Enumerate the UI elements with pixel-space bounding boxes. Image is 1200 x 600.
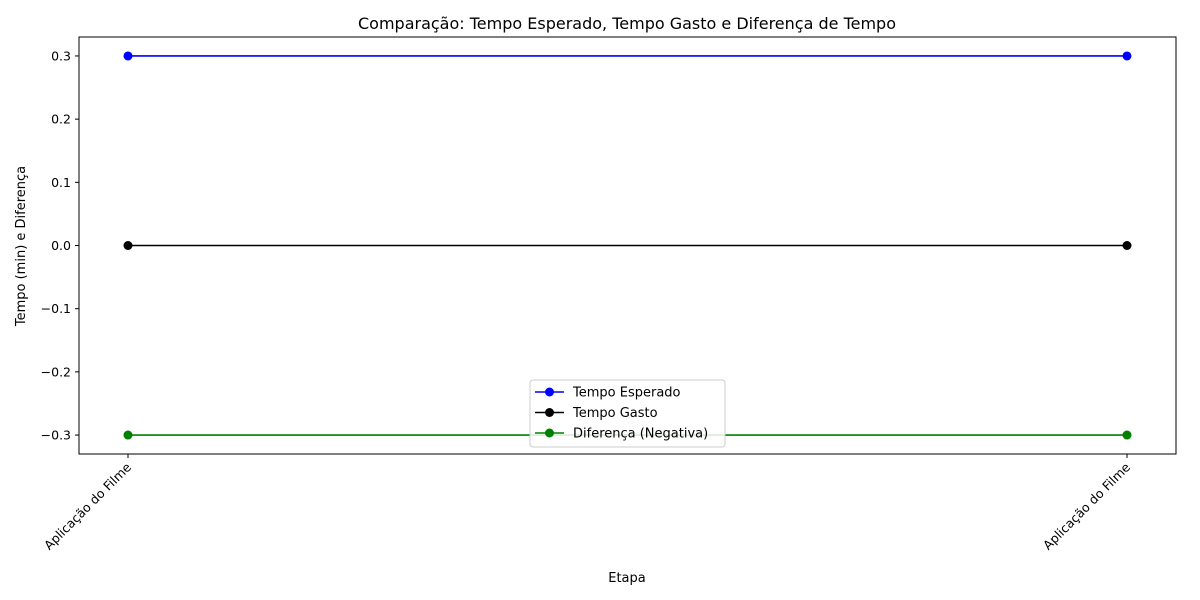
data-point <box>1122 51 1132 61</box>
y-tick-label: −0.2 <box>41 364 71 379</box>
data-point <box>1122 430 1132 440</box>
legend-item: Tempo Esperado <box>535 386 681 401</box>
y-tick-label: −0.1 <box>41 301 71 316</box>
x-axis-label: Etapa <box>608 571 646 586</box>
data-point <box>123 241 133 250</box>
x-tick-label: Aplicação do Filme <box>41 459 134 552</box>
y-tick-label: −0.3 <box>41 428 71 443</box>
legend-marker <box>545 387 554 397</box>
legend-label: Diferença (Negativa) <box>573 427 708 442</box>
chart-title: Comparação: Tempo Esperado, Tempo Gasto … <box>358 14 896 33</box>
y-axis-ticks: −0.3 −0.2 −0.1 0.0 0.1 0.2 0.3 <box>41 48 79 443</box>
series-layer <box>123 51 1132 440</box>
y-tick-label: 0.2 <box>51 112 71 127</box>
y-tick-label: 0.0 <box>51 238 71 253</box>
x-tick-label: Aplicação do Filme <box>1040 459 1133 552</box>
y-tick-label: 0.1 <box>51 175 71 190</box>
legend-box <box>529 379 726 448</box>
y-tick-label: 0.3 <box>51 48 71 63</box>
x-axis-ticks: Aplicação do Filme Aplicação do Filme <box>41 454 1133 553</box>
legend-item: Diferença (Negativa) <box>535 427 708 442</box>
data-point <box>123 51 133 61</box>
legend-item: Tempo Gasto <box>535 406 658 421</box>
data-point <box>1122 241 1132 250</box>
series-1 <box>123 51 1132 61</box>
legend-label: Tempo Gasto <box>572 406 658 421</box>
y-axis-label: Tempo (min) e Diferença <box>14 166 29 327</box>
legend-marker <box>545 408 554 417</box>
series-2 <box>123 241 1132 250</box>
legend-label: Tempo Esperado <box>572 386 681 401</box>
data-point <box>123 430 133 440</box>
legend-marker <box>545 428 554 438</box>
legend: Tempo Esperado Tempo Gasto Diferença (Nega… <box>529 379 726 448</box>
